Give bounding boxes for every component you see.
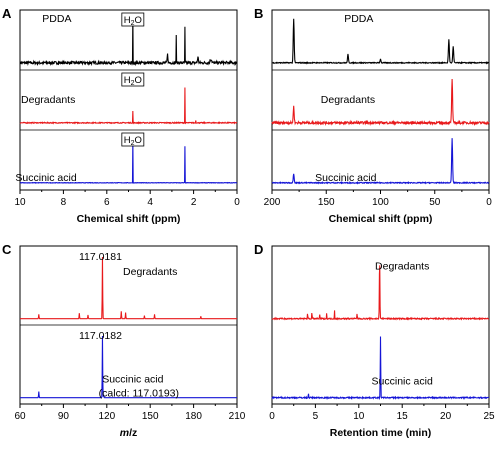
series-label: Degradants bbox=[321, 94, 375, 106]
annotation-h: H bbox=[124, 15, 131, 26]
plot-frame bbox=[271, 9, 490, 191]
annotation-o: O bbox=[135, 75, 142, 86]
annotation-text: H2O bbox=[124, 135, 142, 147]
x-tick-label: 10 bbox=[353, 411, 365, 422]
annotation-h: H bbox=[124, 75, 131, 86]
series-line-succinic-acid bbox=[19, 139, 238, 184]
x-tick-label: 180 bbox=[185, 411, 202, 422]
annotation-box bbox=[121, 12, 145, 27]
x-tick-label: 5 bbox=[313, 411, 319, 422]
annotation-o: O bbox=[135, 15, 142, 26]
series-line-succinic-acid bbox=[20, 336, 237, 399]
series-label: Succinic acid bbox=[372, 375, 433, 387]
x-axis-label: m/z bbox=[120, 427, 138, 439]
x-axis-label: Chemical shift (ppm) bbox=[77, 213, 181, 225]
series-line-pdda bbox=[271, 18, 490, 65]
annotation-sub: 2 bbox=[131, 140, 135, 147]
panel-label-A: A bbox=[2, 6, 12, 21]
panel-B: B 200 150 100 50 0 Chemical shift (ppm) PDDA Deg… bbox=[254, 6, 492, 225]
x-tick-label: 60 bbox=[14, 411, 26, 422]
annotation-sub: 2 bbox=[131, 20, 135, 27]
series-sublabel: (calcd: 117.0193) bbox=[99, 388, 179, 400]
peak-label: 117.0182 bbox=[79, 330, 122, 342]
peak-label: 117.0181 bbox=[79, 251, 122, 263]
x-tick-label: 2 bbox=[191, 197, 197, 208]
x-axis-label: Chemical shift (ppm) bbox=[329, 213, 433, 225]
series-label: Degradants bbox=[123, 266, 177, 278]
series-line-succinic-acid bbox=[271, 336, 490, 401]
x-tick-label: 10 bbox=[14, 197, 26, 208]
series-label: Succinic acid bbox=[102, 374, 163, 386]
annotation-o: O bbox=[135, 135, 142, 146]
series-line-degradants bbox=[271, 265, 490, 322]
series-line-succinic-acid bbox=[271, 138, 490, 185]
x-tick-label: 90 bbox=[58, 411, 70, 422]
annotation-h: H bbox=[124, 135, 131, 146]
x-tick-label: 25 bbox=[483, 411, 495, 422]
series-label: PDDA bbox=[42, 13, 71, 25]
x-axis-label-m: m bbox=[120, 427, 129, 439]
x-tick-label: 120 bbox=[98, 411, 115, 422]
x-tick-label: 0 bbox=[269, 411, 275, 422]
annotation-text: H2O bbox=[124, 15, 142, 27]
x-tick-label: 210 bbox=[229, 411, 246, 422]
x-tick-label: 0 bbox=[486, 197, 492, 208]
series-label: Succinic acid bbox=[315, 172, 376, 184]
series-label: PDDA bbox=[344, 13, 373, 25]
x-tick-label: 200 bbox=[264, 197, 281, 208]
x-tick-label: 6 bbox=[104, 197, 110, 208]
x-tick-label: 20 bbox=[440, 411, 452, 422]
annotation-box bbox=[121, 72, 145, 87]
x-tick-label: 50 bbox=[429, 197, 441, 208]
annotation-box bbox=[121, 132, 145, 147]
series-label: Succinic acid bbox=[15, 172, 76, 184]
annotation-text: H2O bbox=[124, 75, 142, 87]
x-tick-label: 4 bbox=[147, 197, 153, 208]
x-tick-label: 8 bbox=[61, 197, 67, 208]
x-axis-label-rest: /z bbox=[129, 427, 137, 439]
x-tick-label: 150 bbox=[142, 411, 159, 422]
x-tick-label: 100 bbox=[372, 197, 389, 208]
x-axis-label: Retention time (min) bbox=[330, 427, 432, 439]
x-tick-label: 150 bbox=[318, 197, 335, 208]
panel-D: D 0 5 10 15 20 25 Retention time (min) Degradant… bbox=[254, 242, 495, 439]
series-line-degradants bbox=[19, 87, 238, 125]
series-label: Degradants bbox=[375, 261, 429, 273]
panel-label-C: C bbox=[2, 242, 12, 257]
x-tick-label: 15 bbox=[397, 411, 409, 422]
series-line-pdda bbox=[19, 14, 238, 67]
series-label: Degradants bbox=[21, 94, 75, 106]
series-line-degradants bbox=[271, 79, 490, 127]
annotation-sub: 2 bbox=[131, 80, 135, 87]
panel-label-B: B bbox=[254, 6, 263, 21]
x-tick-label: 0 bbox=[234, 197, 240, 208]
panel-label-D: D bbox=[254, 242, 263, 257]
series-line-degradants bbox=[20, 257, 237, 320]
